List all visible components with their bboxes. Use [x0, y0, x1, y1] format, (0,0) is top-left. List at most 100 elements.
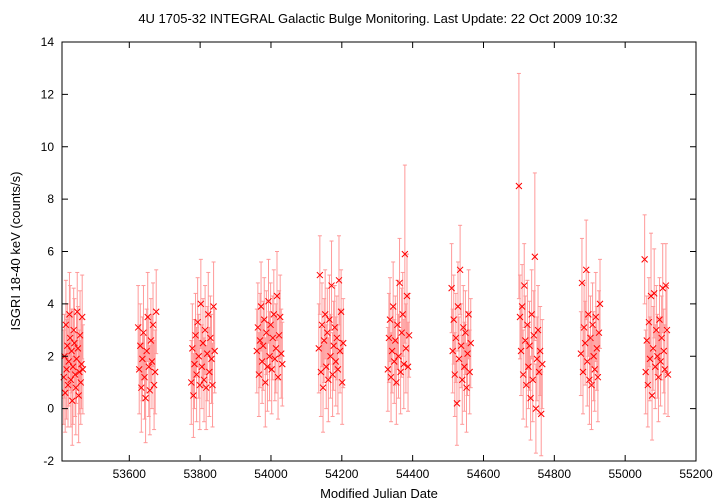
data-point — [453, 400, 461, 407]
data-point — [146, 386, 154, 394]
errorbars-layer — [61, 72, 671, 457]
data-point — [271, 355, 279, 363]
data-point — [260, 316, 268, 323]
data-point — [587, 334, 594, 342]
data-point — [528, 310, 536, 318]
y-tick-label: 0 — [47, 402, 54, 416]
data-point — [61, 389, 69, 397]
data-point — [150, 381, 158, 389]
data-point — [191, 360, 198, 368]
data-point — [143, 347, 151, 355]
data-point — [661, 365, 669, 373]
data-point — [256, 337, 264, 344]
data-point — [266, 352, 273, 360]
data-point — [534, 326, 542, 334]
data-point — [452, 334, 460, 342]
data-point — [584, 310, 592, 318]
data-point — [658, 334, 665, 342]
data-point — [196, 381, 204, 389]
data-point — [274, 373, 282, 381]
data-point — [142, 394, 149, 402]
data-point — [537, 410, 545, 418]
data-point — [201, 326, 209, 334]
data-point — [655, 373, 662, 381]
data-point — [582, 266, 590, 274]
data-point — [337, 308, 345, 316]
data-point — [149, 321, 157, 329]
data-point — [461, 363, 468, 371]
data-point — [459, 324, 467, 331]
data-point — [141, 373, 148, 381]
y-tick-label: 12 — [41, 87, 55, 101]
data-point — [78, 360, 85, 368]
data-point — [538, 360, 546, 368]
data-point — [652, 326, 660, 334]
data-point — [66, 334, 74, 342]
data-point — [462, 329, 469, 337]
y-axis: -2 0 2 4 6 8 10 12 14 — [41, 35, 696, 468]
data-point — [660, 347, 668, 355]
data-point — [268, 365, 276, 373]
data-point — [211, 347, 219, 355]
data-point — [205, 368, 213, 376]
data-point — [258, 358, 266, 365]
data-point — [465, 310, 472, 318]
data-point — [518, 303, 526, 310]
data-point — [642, 368, 650, 376]
data-point — [197, 300, 205, 308]
data-point — [641, 256, 648, 263]
data-point — [192, 331, 199, 339]
data-point — [275, 331, 283, 339]
data-point — [516, 313, 524, 321]
x-tick-label: 55000 — [608, 467, 642, 481]
data-point — [583, 358, 591, 365]
data-point — [455, 355, 463, 363]
data-point — [657, 358, 664, 365]
data-point — [74, 345, 82, 352]
data-point — [331, 324, 339, 331]
data-point — [593, 345, 601, 352]
x-tick-label: 54600 — [467, 467, 501, 481]
data-point — [68, 397, 76, 405]
data-point — [643, 337, 651, 344]
data-point — [202, 384, 210, 392]
data-point — [70, 326, 78, 334]
data-point — [387, 373, 395, 381]
data-point — [324, 376, 332, 384]
data-point — [644, 381, 652, 389]
data-point — [521, 337, 529, 344]
data-point — [384, 365, 392, 373]
data-point — [596, 300, 604, 308]
data-point — [254, 324, 262, 331]
data-point — [71, 371, 79, 378]
data-point — [272, 345, 280, 352]
y-axis-label: ISGRI 18-40 keV (counts/s) — [8, 172, 23, 331]
data-point — [588, 381, 595, 389]
data-point — [663, 326, 671, 334]
data-point — [326, 316, 333, 323]
data-point — [595, 329, 603, 337]
data-point — [515, 182, 523, 190]
data-point — [401, 250, 409, 258]
data-point — [581, 339, 589, 347]
data-point — [255, 371, 263, 378]
data-point — [400, 360, 408, 368]
data-point — [533, 355, 541, 363]
data-point — [589, 321, 596, 329]
data-point — [151, 368, 159, 376]
x-tick-label: 53600 — [113, 467, 147, 481]
data-point — [529, 376, 537, 384]
data-point — [68, 347, 75, 355]
data-point — [136, 342, 144, 350]
data-point — [63, 342, 71, 350]
data-point — [319, 384, 327, 392]
data-point — [328, 282, 335, 289]
data-point — [263, 329, 270, 337]
data-point — [450, 316, 458, 323]
data-point — [257, 303, 265, 310]
data-point — [78, 313, 86, 321]
data-point — [208, 355, 215, 363]
x-axis: 53600 53800 54000 54200 54400 54600 54800 55000… — [113, 42, 713, 481]
data-point — [526, 342, 533, 350]
data-point — [334, 365, 342, 373]
